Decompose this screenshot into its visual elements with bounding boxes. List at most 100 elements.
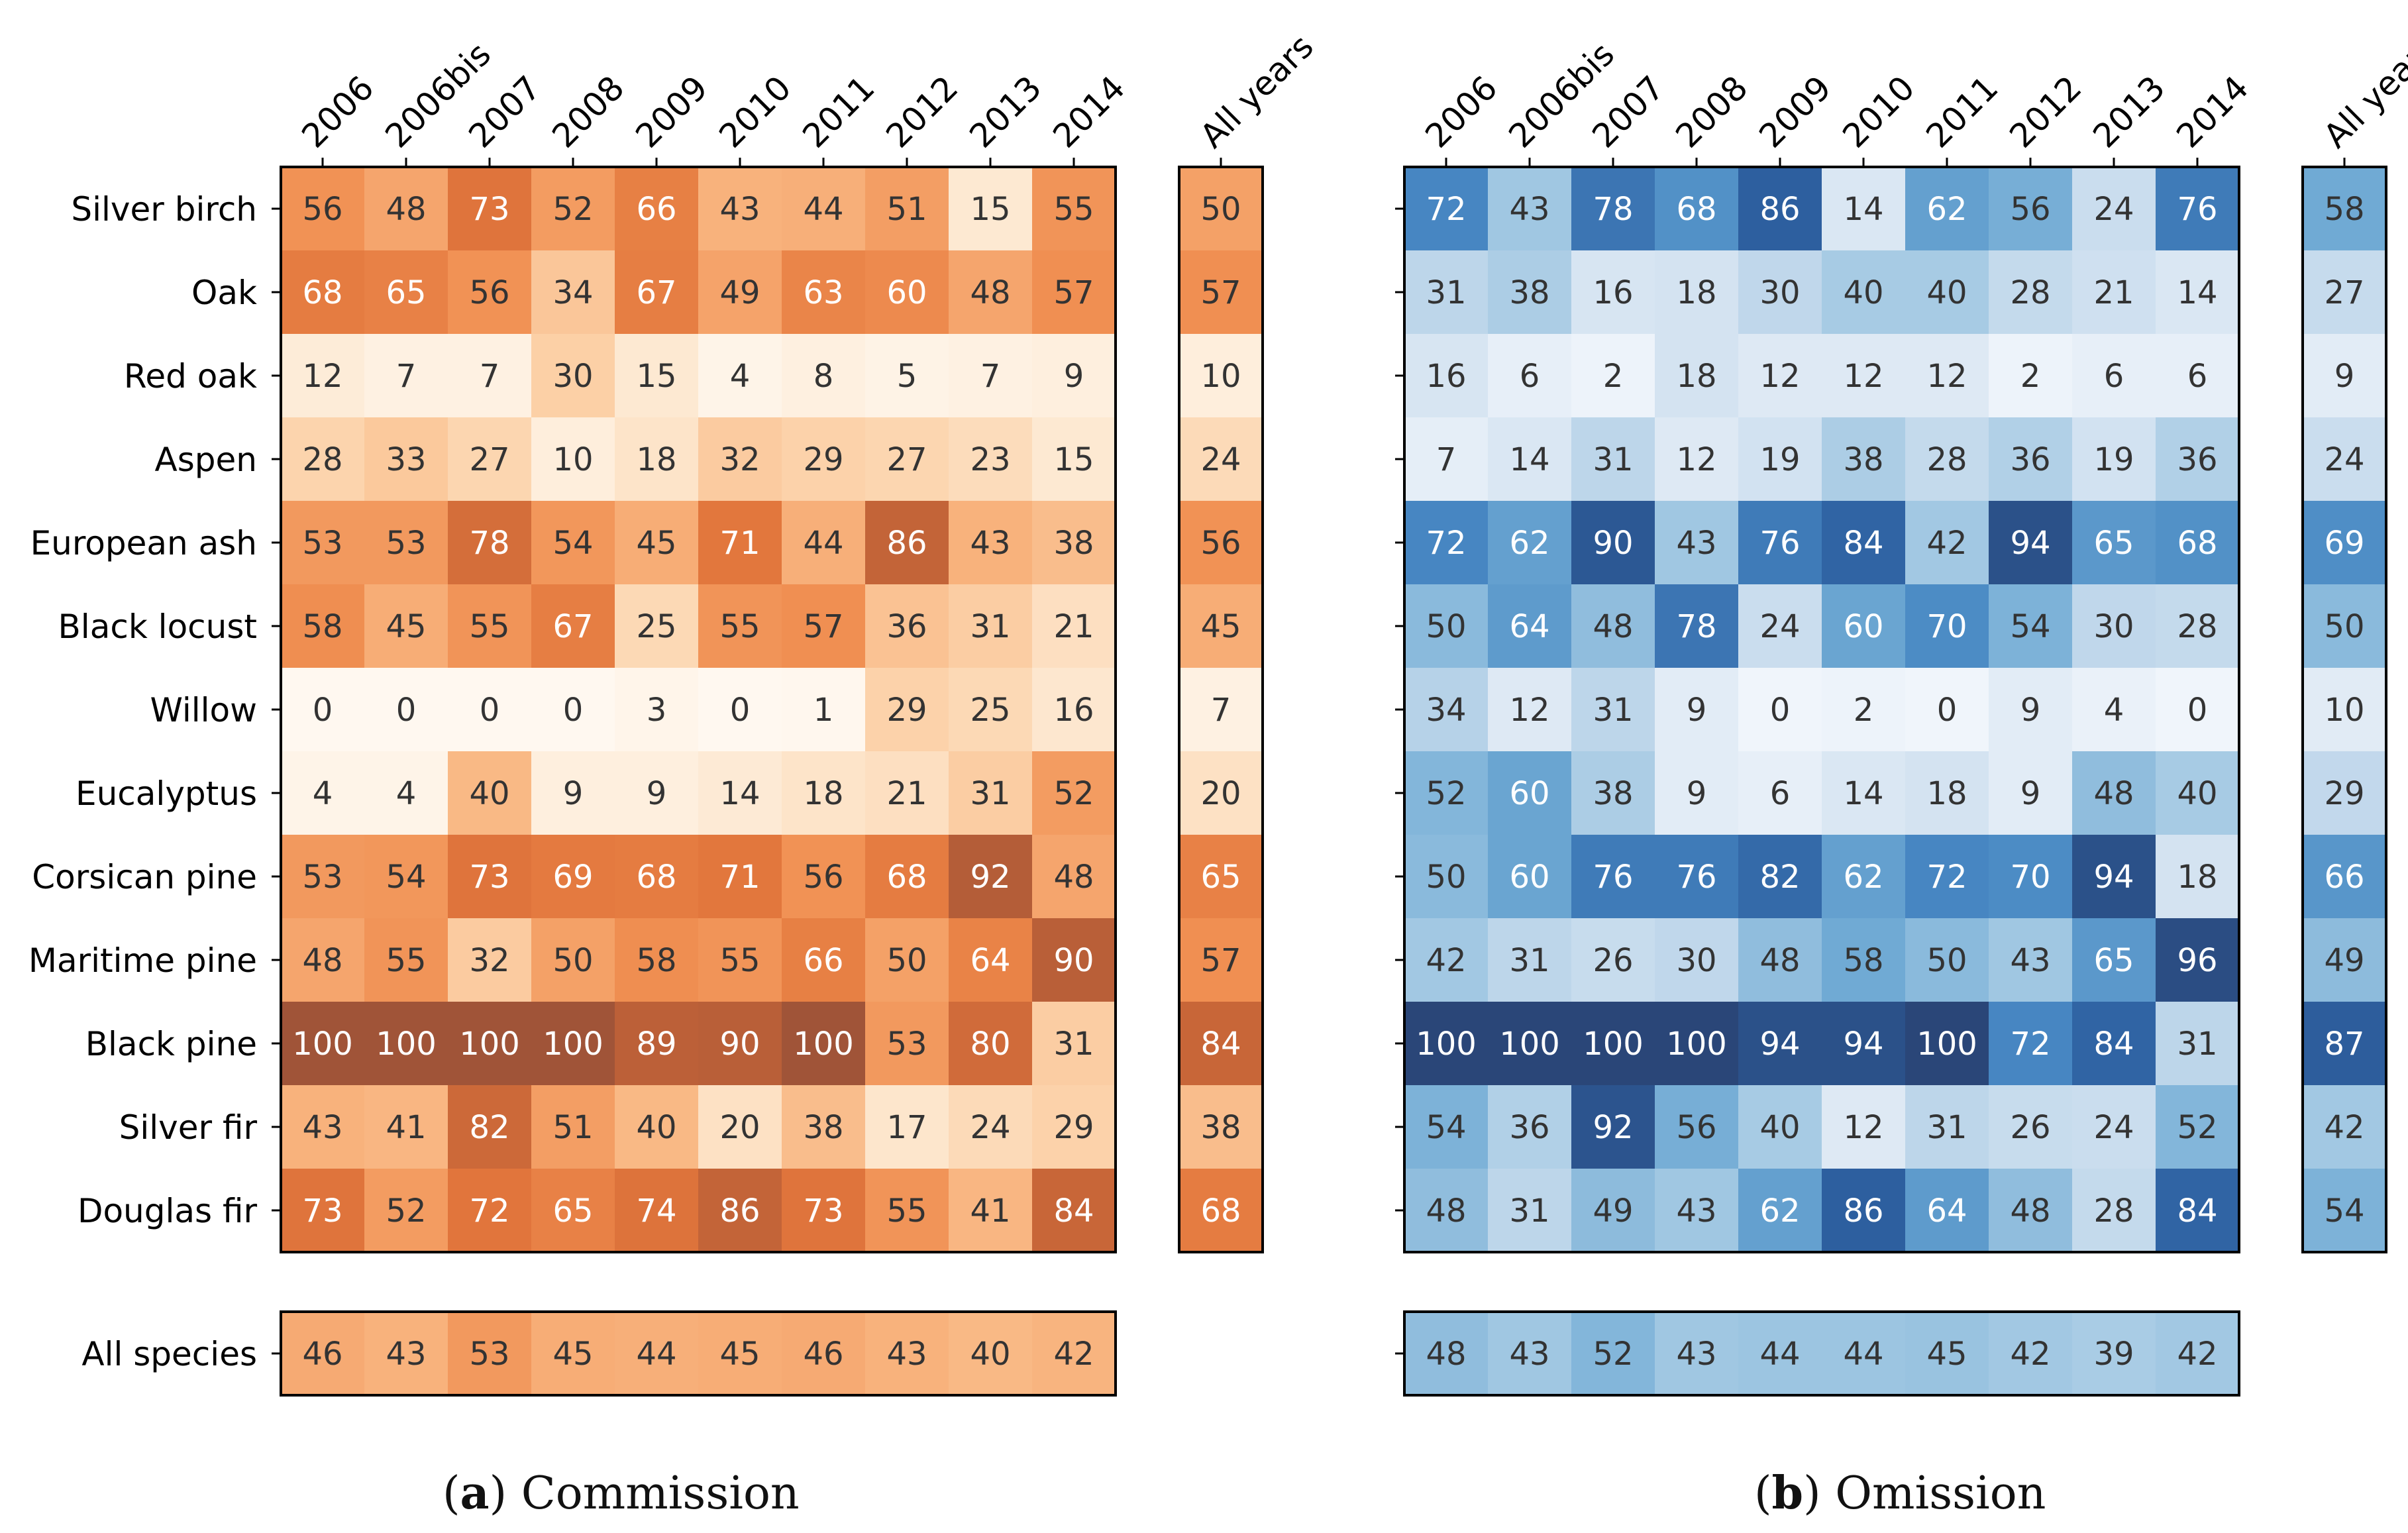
omission-all-years-cell-r12-label: 54 xyxy=(2324,1192,2364,1230)
omission-cell-r3-c9-label: 36 xyxy=(2177,441,2217,478)
omission-cell-r3-c7 xyxy=(1989,417,2072,501)
commission-cell-r6-c4 xyxy=(615,668,698,751)
commission-all-years-cell-r0-label: 50 xyxy=(1200,191,1241,228)
caption-omission: (b) Omission xyxy=(1754,1467,2046,1520)
commission-cell-r3-c5 xyxy=(698,417,782,501)
commission-cell-r3-c9-label: 15 xyxy=(1053,441,1094,478)
commission-row-label: Red oak xyxy=(124,357,257,396)
omission-all-species-cell-c3-label: 43 xyxy=(1676,1336,1716,1373)
omission-cell-r3-c1 xyxy=(1488,417,1571,501)
omission-cell-r8-c3 xyxy=(1655,835,1738,918)
omission-cell-r2-c3-label: 18 xyxy=(1676,358,1716,395)
omission-cell-r6-c0-label: 34 xyxy=(1426,692,1466,729)
commission-cell-r7-c4-label: 9 xyxy=(647,775,667,812)
omission-cell-r9-c2 xyxy=(1571,918,1655,1002)
commission-cell-r5-c1-label: 45 xyxy=(386,608,426,645)
omission-cell-r4-c5-label: 84 xyxy=(1843,525,1883,562)
omission-cell-r10-c4-label: 94 xyxy=(1759,1026,1800,1063)
omission-cell-r11-c0 xyxy=(1404,1085,1488,1169)
omission-cell-r7-c7 xyxy=(1989,751,2072,835)
commission-cell-r2-c4 xyxy=(615,334,698,417)
commission-cell-r0-c5 xyxy=(698,167,782,250)
omission-cell-r6-c7-label: 9 xyxy=(2020,692,2041,729)
commission-all-years-cell-r1-label: 57 xyxy=(1200,274,1241,311)
omission-cell-r6-c6-label: 0 xyxy=(1937,692,1958,729)
commission-cell-r6-c5-label: 0 xyxy=(730,692,751,729)
commission-cell-r4-c9 xyxy=(1032,501,1116,584)
omission-cell-r7-c2 xyxy=(1571,751,1655,835)
commission-cell-r10-c8 xyxy=(949,1002,1032,1085)
commission-cell-r10-c2-label: 100 xyxy=(459,1026,520,1063)
omission-cell-r1-c8-label: 21 xyxy=(2093,274,2134,311)
commission-cell-r5-c9-label: 21 xyxy=(1053,608,1094,645)
omission-all-years-cell-r4 xyxy=(2303,501,2386,584)
commission-cell-r11-c2-label: 82 xyxy=(469,1109,509,1146)
commission-cell-r0-c1-label: 48 xyxy=(386,191,426,228)
omission-cell-r10-c0-label: 100 xyxy=(1416,1026,1477,1063)
omission-cell-r11-c1 xyxy=(1488,1085,1571,1169)
omission-all-species-cell-c6-label: 45 xyxy=(1926,1336,1967,1373)
commission-all-species-cell-c4-label: 44 xyxy=(636,1336,676,1373)
omission-cell-r12-c4-label: 62 xyxy=(1759,1192,1800,1230)
commission-cell-r6-c3 xyxy=(531,668,615,751)
commission-cell-r1-c8-label: 48 xyxy=(970,274,1010,311)
commission-all-species-cell-c7 xyxy=(865,1312,949,1395)
commission-all-years-cell-r9-label: 57 xyxy=(1200,942,1241,979)
commission-cell-r2-c1 xyxy=(364,334,448,417)
omission-cell-r9-c0-label: 42 xyxy=(1426,942,1466,979)
omission-cell-r5-c7 xyxy=(1989,584,2072,668)
omission-cell-r1-c1-label: 38 xyxy=(1509,274,1549,311)
omission-all-species-cell-c9-label: 42 xyxy=(2177,1336,2217,1373)
omission-cell-r10-c9 xyxy=(2156,1002,2239,1085)
commission-cell-r0-c8 xyxy=(949,167,1032,250)
omission-cell-r5-c1-label: 64 xyxy=(1509,608,1549,645)
omission-cell-r11-c4 xyxy=(1738,1085,1822,1169)
omission-cell-r12-c2-label: 49 xyxy=(1593,1192,1633,1230)
commission-cell-r5-c2 xyxy=(448,584,531,668)
omission-cell-r3-c8-label: 19 xyxy=(2093,441,2134,478)
omission-cell-r1-c2-label: 16 xyxy=(1593,274,1633,311)
commission-all-species-cell-c6 xyxy=(782,1312,865,1395)
omission-cell-r0-c8 xyxy=(2072,167,2156,250)
omission-cell-r1-c4-label: 30 xyxy=(1759,274,1800,311)
omission-cell-r5-c9-label: 28 xyxy=(2177,608,2217,645)
omission-cell-r7-c5-label: 14 xyxy=(1843,775,1883,812)
omission-all-species-cell-c0-label: 48 xyxy=(1426,1336,1466,1373)
omission-all-years-cell-r0 xyxy=(2303,167,2386,250)
commission-cell-r12-c8 xyxy=(949,1169,1032,1252)
commission-cell-r9-c8 xyxy=(949,918,1032,1002)
omission-cell-r5-c4 xyxy=(1738,584,1822,668)
commission-cell-r0-c4-label: 66 xyxy=(636,191,676,228)
omission-all-species-cell-c8-label: 39 xyxy=(2093,1336,2134,1373)
omission-cell-r5-c9 xyxy=(2156,584,2239,668)
commission-cell-r3-c2-label: 27 xyxy=(469,441,509,478)
commission-cell-r7-c6 xyxy=(782,751,865,835)
commission-cell-r4-c0-label: 53 xyxy=(302,525,342,562)
omission-cell-r9-c5 xyxy=(1822,918,1905,1002)
commission-row-label: Silver fir xyxy=(119,1108,258,1147)
omission-cell-r6-c9-label: 0 xyxy=(2187,692,2208,729)
commission-cell-r6-c7-label: 29 xyxy=(886,692,927,729)
commission-cell-r11-c6-label: 38 xyxy=(803,1109,843,1146)
commission-cell-r4-c1-label: 53 xyxy=(386,525,426,562)
omission-cell-r2-c3 xyxy=(1655,334,1738,417)
commission-cell-r10-c4-label: 89 xyxy=(636,1026,676,1063)
commission-row-label: European ash xyxy=(30,524,257,562)
omission-cell-r0-c1 xyxy=(1488,167,1571,250)
omission-cell-r3-c5-label: 38 xyxy=(1843,441,1883,478)
omission-cell-r7-c9-label: 40 xyxy=(2177,775,2217,812)
commission-cell-r7-c9-label: 52 xyxy=(1053,775,1094,812)
omission-cell-r2-c6-label: 12 xyxy=(1926,358,1967,395)
omission-cell-r7-c8 xyxy=(2072,751,2156,835)
omission-cell-r7-c4 xyxy=(1738,751,1822,835)
commission-cell-r11-c4 xyxy=(615,1085,698,1169)
omission-col-label: 2012 xyxy=(2002,68,2089,155)
commission-cell-r10-c7 xyxy=(865,1002,949,1085)
commission-cell-r11-c9-label: 29 xyxy=(1053,1109,1094,1146)
commission-cell-r7-c0 xyxy=(281,751,364,835)
omission-cell-r11-c0-label: 54 xyxy=(1426,1109,1466,1146)
commission-all-species-cell-c6-label: 46 xyxy=(803,1336,843,1373)
commission-cell-r7-c7 xyxy=(865,751,949,835)
commission-cell-r2-c9 xyxy=(1032,334,1116,417)
omission-cell-r8-c9 xyxy=(2156,835,2239,918)
